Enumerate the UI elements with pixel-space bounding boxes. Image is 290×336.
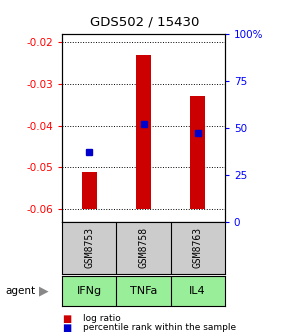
Text: GSM8758: GSM8758 [139, 227, 148, 268]
Bar [136, 54, 151, 209]
Text: ■: ■ [62, 323, 72, 333]
Text: GDS502 / 15430: GDS502 / 15430 [90, 15, 200, 28]
Text: IFNg: IFNg [77, 286, 102, 296]
Bar [190, 96, 205, 209]
Text: TNFa: TNFa [130, 286, 157, 296]
Text: IL4: IL4 [189, 286, 206, 296]
Text: ■: ■ [62, 313, 72, 324]
Text: percentile rank within the sample: percentile rank within the sample [83, 323, 236, 332]
Text: GSM8753: GSM8753 [84, 227, 95, 268]
Text: agent: agent [6, 286, 36, 296]
Bar [82, 172, 97, 209]
Text: GSM8763: GSM8763 [193, 227, 203, 268]
Text: log ratio: log ratio [83, 314, 120, 323]
Text: ▶: ▶ [39, 284, 49, 297]
